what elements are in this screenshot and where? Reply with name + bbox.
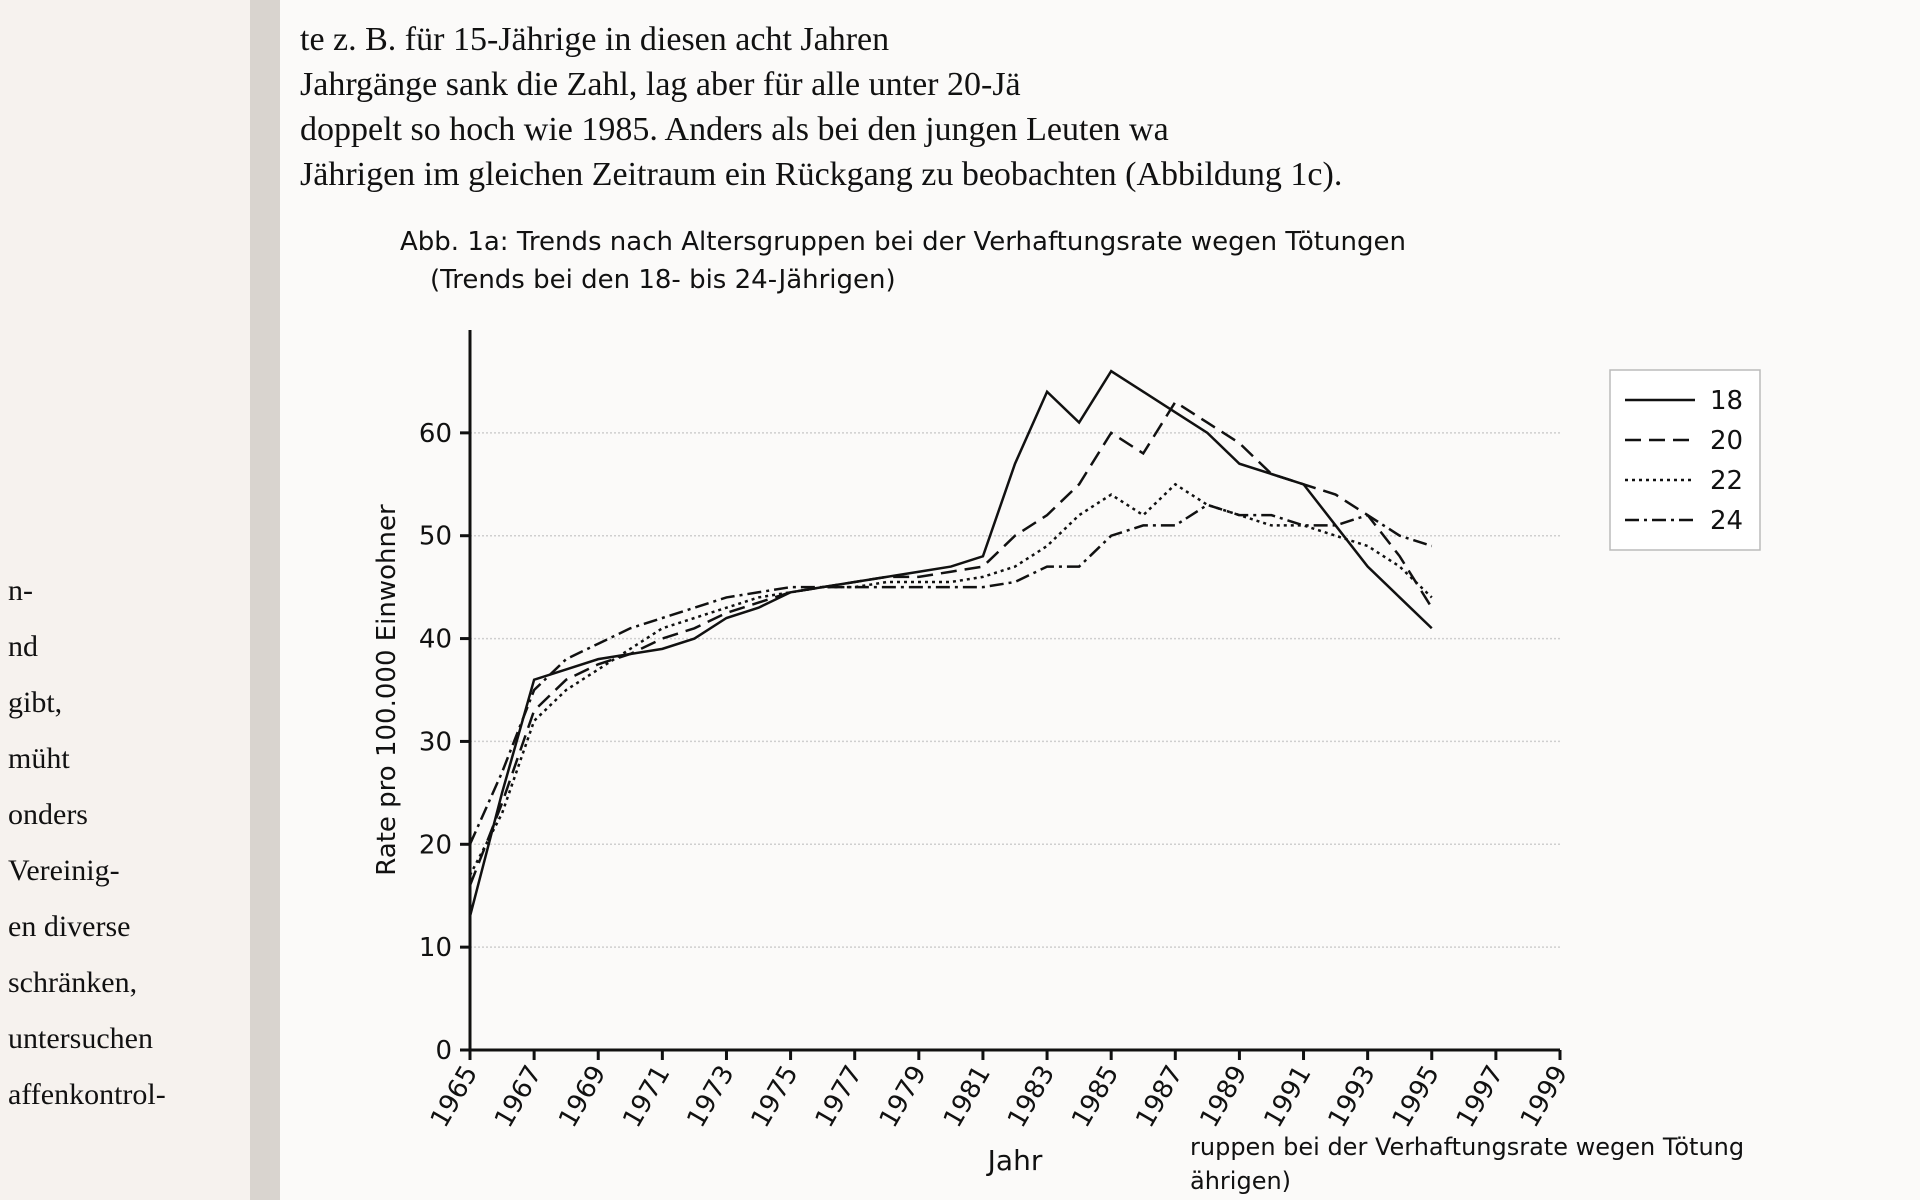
y-tick-label: 30 — [419, 727, 452, 757]
legend-label: 20 — [1710, 426, 1743, 456]
paragraph-line: doppelt so hoch wie 1985. Anders als bei… — [300, 111, 1169, 148]
y-tick-label: 50 — [419, 522, 452, 552]
paragraph-line: te z. B. für 15-Jährige in diesen acht J… — [300, 21, 889, 58]
next-figure-title: ruppen bei der Verhaftungsrate wegen Töt… — [1190, 1133, 1744, 1161]
left-page-line: Vereinig- — [8, 854, 120, 887]
left-page-line: en diverse — [8, 910, 130, 943]
left-page-line: n- — [8, 574, 33, 607]
y-tick-label: 0 — [435, 1036, 452, 1066]
paragraph-line: Jahrgänge sank die Zahl, lag aber für al… — [300, 66, 1021, 103]
legend-label: 18 — [1710, 386, 1743, 416]
chart-subtitle: (Trends bei den 18- bis 24-Jährigen) — [430, 265, 896, 295]
left-page-line: onders — [8, 798, 88, 831]
right-page — [280, 0, 1920, 1200]
y-tick-label: 20 — [419, 830, 452, 860]
left-page-line: müht — [8, 742, 70, 775]
y-tick-label: 10 — [419, 933, 452, 963]
left-page-line: untersuchen — [8, 1022, 153, 1055]
chart-title: Abb. 1a: Trends nach Altersgruppen bei d… — [400, 227, 1406, 257]
left-page-line: nd — [8, 630, 38, 663]
next-figure-title: ährigen) — [1190, 1167, 1291, 1195]
gutter — [250, 0, 280, 1200]
y-tick-label: 40 — [419, 625, 452, 655]
y-tick-label: 60 — [419, 419, 452, 449]
left-page-line: affenkontrol- — [8, 1078, 166, 1111]
x-axis-label: Jahr — [986, 1144, 1043, 1177]
series-line — [468, 400, 1433, 886]
legend-label: 22 — [1710, 466, 1743, 496]
legend-label: 24 — [1710, 506, 1743, 536]
series-line — [468, 482, 1433, 876]
paragraph-line: Jährigen im gleichen Zeitraum ein Rückga… — [300, 156, 1342, 193]
series-line — [468, 503, 1433, 845]
left-page-line: schränken, — [8, 966, 137, 999]
y-axis-label: Rate pro 100.000 Einwohner — [372, 504, 402, 876]
left-page-line: gibt, — [8, 686, 62, 719]
left-page — [0, 0, 250, 1200]
